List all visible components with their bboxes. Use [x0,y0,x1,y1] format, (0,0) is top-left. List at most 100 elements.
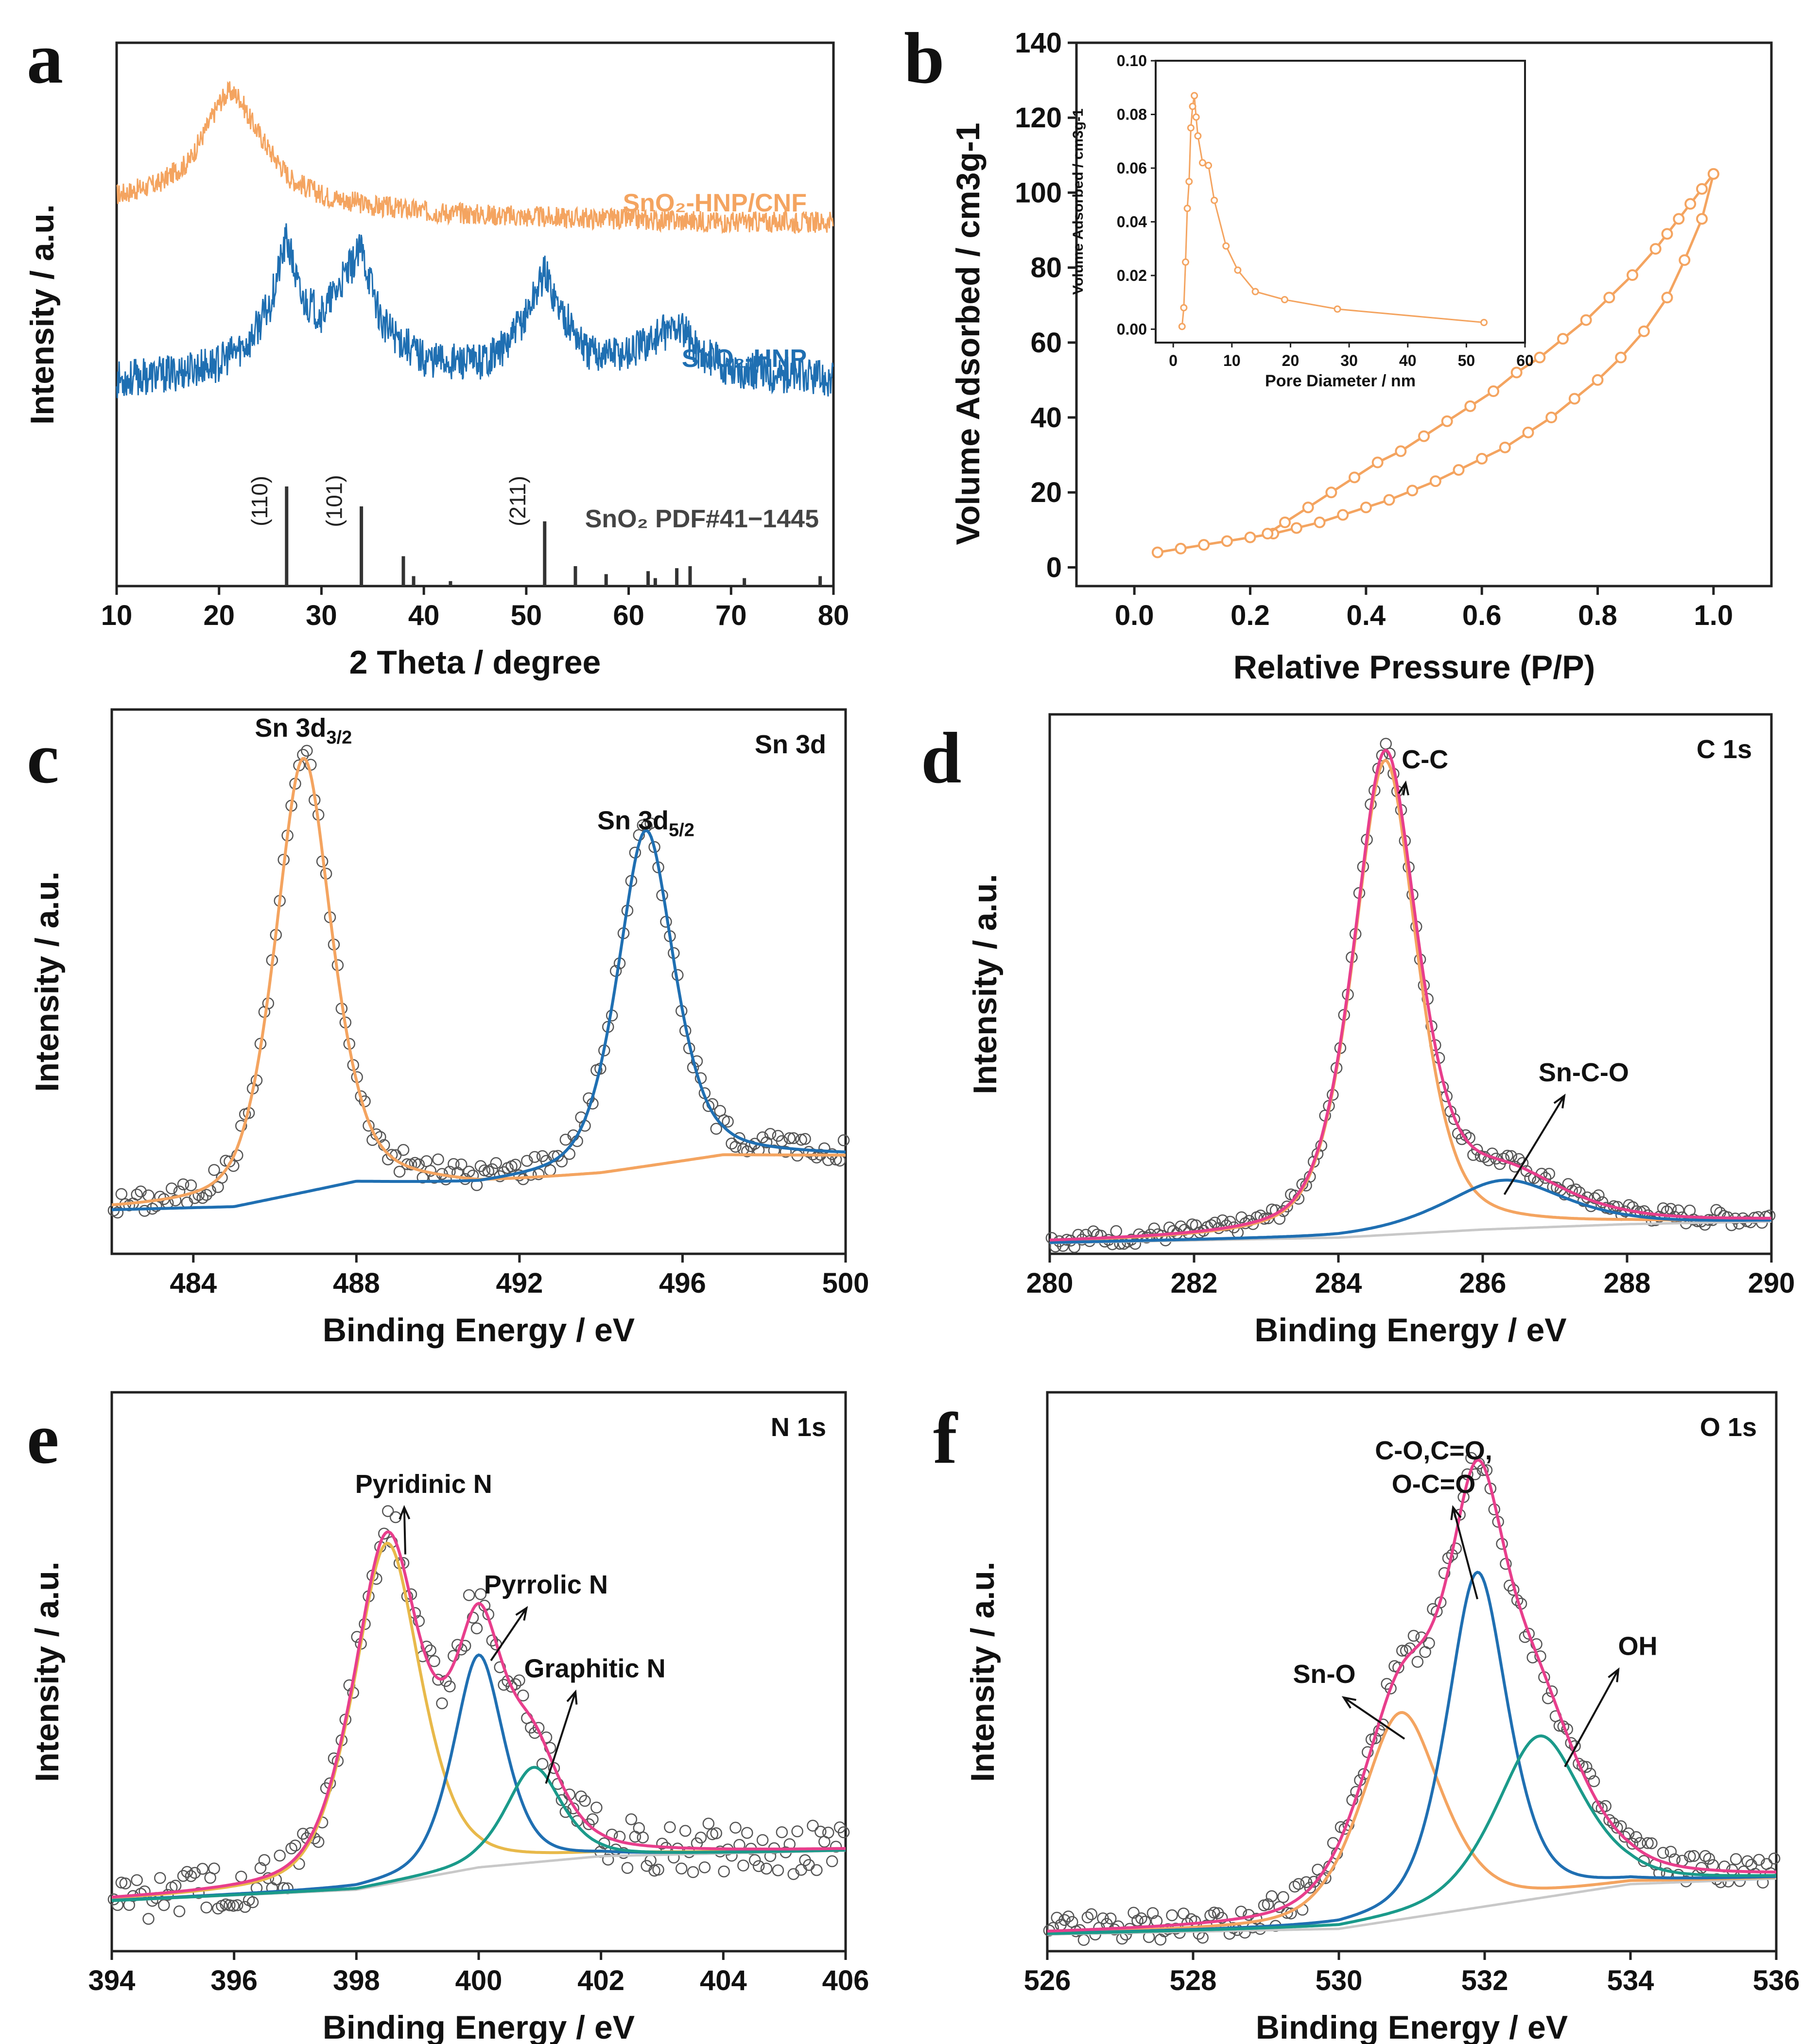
x-tick-label: 290 [1748,1267,1795,1299]
data-point [799,1133,811,1145]
fit-peak-Graphitic N [111,1766,846,1902]
series-label: SnO₂-HNP/CNF [623,189,807,217]
fit-peak-C-C [1049,759,1771,1242]
y-axis-title: Intensity / a.u. [24,204,61,424]
inset-x-tick-label: 30 [1340,352,1358,369]
data-point [470,1622,483,1634]
data-point [652,1864,664,1876]
x-tick-label: 534 [1607,1965,1654,1996]
x-tick-label: 50 [511,600,542,631]
x-tick-label: 282 [1171,1267,1218,1299]
y-axis-title: Intensity / a.u. [29,871,66,1091]
data-point [752,1860,765,1872]
isotherm-point [1325,486,1337,499]
data-point [1277,1891,1289,1903]
data-point [436,1697,448,1710]
inset-x-tick-label: 50 [1458,352,1475,369]
inset-x-tick-label: 10 [1223,352,1241,369]
data-point [289,1839,301,1852]
data-point [729,1821,742,1834]
inset-y-tick-label: 0.02 [1117,267,1147,284]
data-point [826,1855,838,1868]
data-point [1384,747,1396,760]
data-point [795,1133,807,1146]
data-point [1634,1837,1646,1849]
fit-peak-OH [1047,1734,1776,1935]
inset-point [1251,288,1259,295]
inset-y-tick-label: 0.04 [1117,213,1147,230]
peak-annotation: Sn-O [1293,1660,1356,1689]
data-point [285,1842,297,1854]
peak-annotation: C-C [1402,745,1448,774]
isotherm-point [1568,393,1580,405]
inset-point [1234,266,1242,274]
data-point [1154,1933,1167,1946]
inset-point [1205,161,1213,169]
data-point [246,1896,259,1908]
data-point [1146,1907,1159,1919]
data-point [235,1120,247,1132]
data-point [1304,1882,1317,1894]
isotherm-point [1371,456,1384,468]
panel-letter-e: e [27,1398,59,1479]
inset-point [1480,319,1488,327]
data-point [274,1850,286,1862]
data-point [602,1853,614,1866]
data-point [548,1762,560,1774]
data-point [196,1863,209,1875]
isotherm-point [1418,430,1430,442]
data-point [737,1859,749,1871]
data-point [1423,1637,1435,1649]
data-point [463,1589,475,1601]
x-tick-label: 0.4 [1347,600,1386,631]
y-axis-title: Intensity / a.u. [964,1561,1001,1782]
isotherm-point [1707,168,1719,180]
inset-point [1185,178,1193,186]
y-tick-label: 40 [1030,402,1062,433]
data-point [486,1634,499,1646]
inset-x-title: Pore Diameter / nm [1265,372,1416,390]
annotation-arrow [545,1691,576,1784]
x-tick-label: 280 [1026,1267,1074,1299]
data-point [783,1132,796,1144]
data-point [1622,1827,1635,1839]
data-point [192,1887,205,1899]
data-point [1450,1542,1462,1555]
isotherm-point [1522,426,1534,438]
data-point [142,1913,155,1925]
data-point [1688,1850,1700,1862]
annotation-arrow [1564,1669,1619,1767]
fit-envelope [111,1530,846,1899]
panel-letter-b: b [904,18,944,99]
data-point [625,1813,638,1825]
data-point [258,1854,271,1866]
data-point [579,1795,591,1807]
isotherm-point [1262,528,1274,540]
data-point [1178,1907,1190,1920]
inset-point [1178,323,1186,330]
data-point [1235,1211,1248,1224]
data-point [185,1870,197,1882]
data-point [1603,1814,1615,1826]
data-point [621,1862,634,1874]
data-point [297,1828,309,1840]
y-tick-label: 60 [1030,327,1062,359]
data-point [772,1864,784,1876]
data-point [1442,1552,1455,1564]
x-tick-label: 406 [822,1965,869,1996]
data-point [1710,1204,1722,1216]
data-point [185,1179,197,1192]
data-point [1396,1645,1408,1657]
data-point [536,1758,549,1770]
isotherm-point [1684,198,1697,210]
isotherm-point [1696,213,1708,225]
annotation-arrow [1503,1095,1565,1195]
data-point [528,1151,541,1163]
isotherm-point [1627,269,1638,281]
x-tick-label: 402 [577,1965,624,1996]
isotherm-point [1615,351,1627,364]
fit-peak-Pyrrolic N [111,1653,846,1902]
data-point [227,1900,240,1912]
data-point [158,1899,170,1911]
peak-annotation-subscript: 5/2 [669,820,694,840]
